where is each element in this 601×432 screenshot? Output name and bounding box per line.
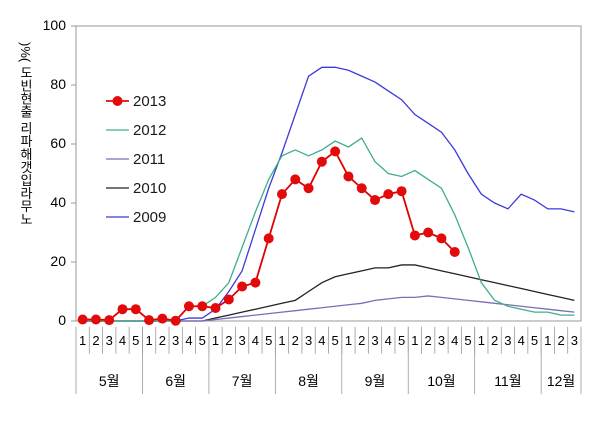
svg-text:4: 4 xyxy=(252,333,259,348)
svg-text:2: 2 xyxy=(92,333,99,348)
svg-text:5월: 5월 xyxy=(99,373,120,389)
svg-text:3: 3 xyxy=(438,333,445,348)
svg-text:4: 4 xyxy=(518,333,525,348)
svg-text:4: 4 xyxy=(385,333,392,348)
svg-text:1: 1 xyxy=(79,333,86,348)
svg-text:3: 3 xyxy=(504,333,511,348)
svg-text:5: 5 xyxy=(332,333,339,348)
svg-text:8월: 8월 xyxy=(298,373,319,389)
svg-text:1: 1 xyxy=(411,333,418,348)
svg-text:3: 3 xyxy=(106,333,113,348)
svg-text:1: 1 xyxy=(212,333,219,348)
svg-text:3: 3 xyxy=(305,333,312,348)
svg-text:2011: 2011 xyxy=(133,151,165,168)
svg-text:1: 1 xyxy=(478,333,485,348)
svg-text:1: 1 xyxy=(345,333,352,348)
svg-text:11월: 11월 xyxy=(494,373,521,389)
svg-text:4: 4 xyxy=(185,333,192,348)
svg-text:3: 3 xyxy=(571,333,578,348)
svg-text:5: 5 xyxy=(464,333,471,348)
svg-text:3: 3 xyxy=(239,333,246,348)
svg-text:6월: 6월 xyxy=(165,373,186,389)
svg-text:2010: 2010 xyxy=(133,180,166,197)
svg-text:5: 5 xyxy=(398,333,405,348)
svg-text:7월: 7월 xyxy=(232,373,253,389)
svg-text:9월: 9월 xyxy=(365,373,386,389)
svg-text:4: 4 xyxy=(119,333,126,348)
svg-text:2: 2 xyxy=(358,333,365,348)
svg-text:5: 5 xyxy=(531,333,538,348)
svg-text:2012: 2012 xyxy=(133,122,166,139)
svg-text:3: 3 xyxy=(172,333,179,348)
svg-text:2: 2 xyxy=(159,333,166,348)
svg-text:5: 5 xyxy=(199,333,206,348)
svg-text:4: 4 xyxy=(318,333,325,348)
svg-text:2: 2 xyxy=(292,333,299,348)
svg-text:10월: 10월 xyxy=(427,373,455,389)
svg-text:1: 1 xyxy=(278,333,285,348)
svg-text:2009: 2009 xyxy=(133,209,166,226)
svg-text:3: 3 xyxy=(371,333,378,348)
svg-text:1: 1 xyxy=(145,333,152,348)
svg-text:1: 1 xyxy=(544,333,551,348)
svg-text:5: 5 xyxy=(265,333,272,348)
svg-text:2: 2 xyxy=(225,333,232,348)
svg-text:2: 2 xyxy=(491,333,498,348)
svg-text:2013: 2013 xyxy=(133,93,166,110)
svg-text:12월: 12월 xyxy=(547,373,575,389)
svg-text:2: 2 xyxy=(557,333,564,348)
svg-text:5: 5 xyxy=(132,333,139,348)
svg-text:4: 4 xyxy=(451,333,458,348)
svg-text:2: 2 xyxy=(425,333,432,348)
